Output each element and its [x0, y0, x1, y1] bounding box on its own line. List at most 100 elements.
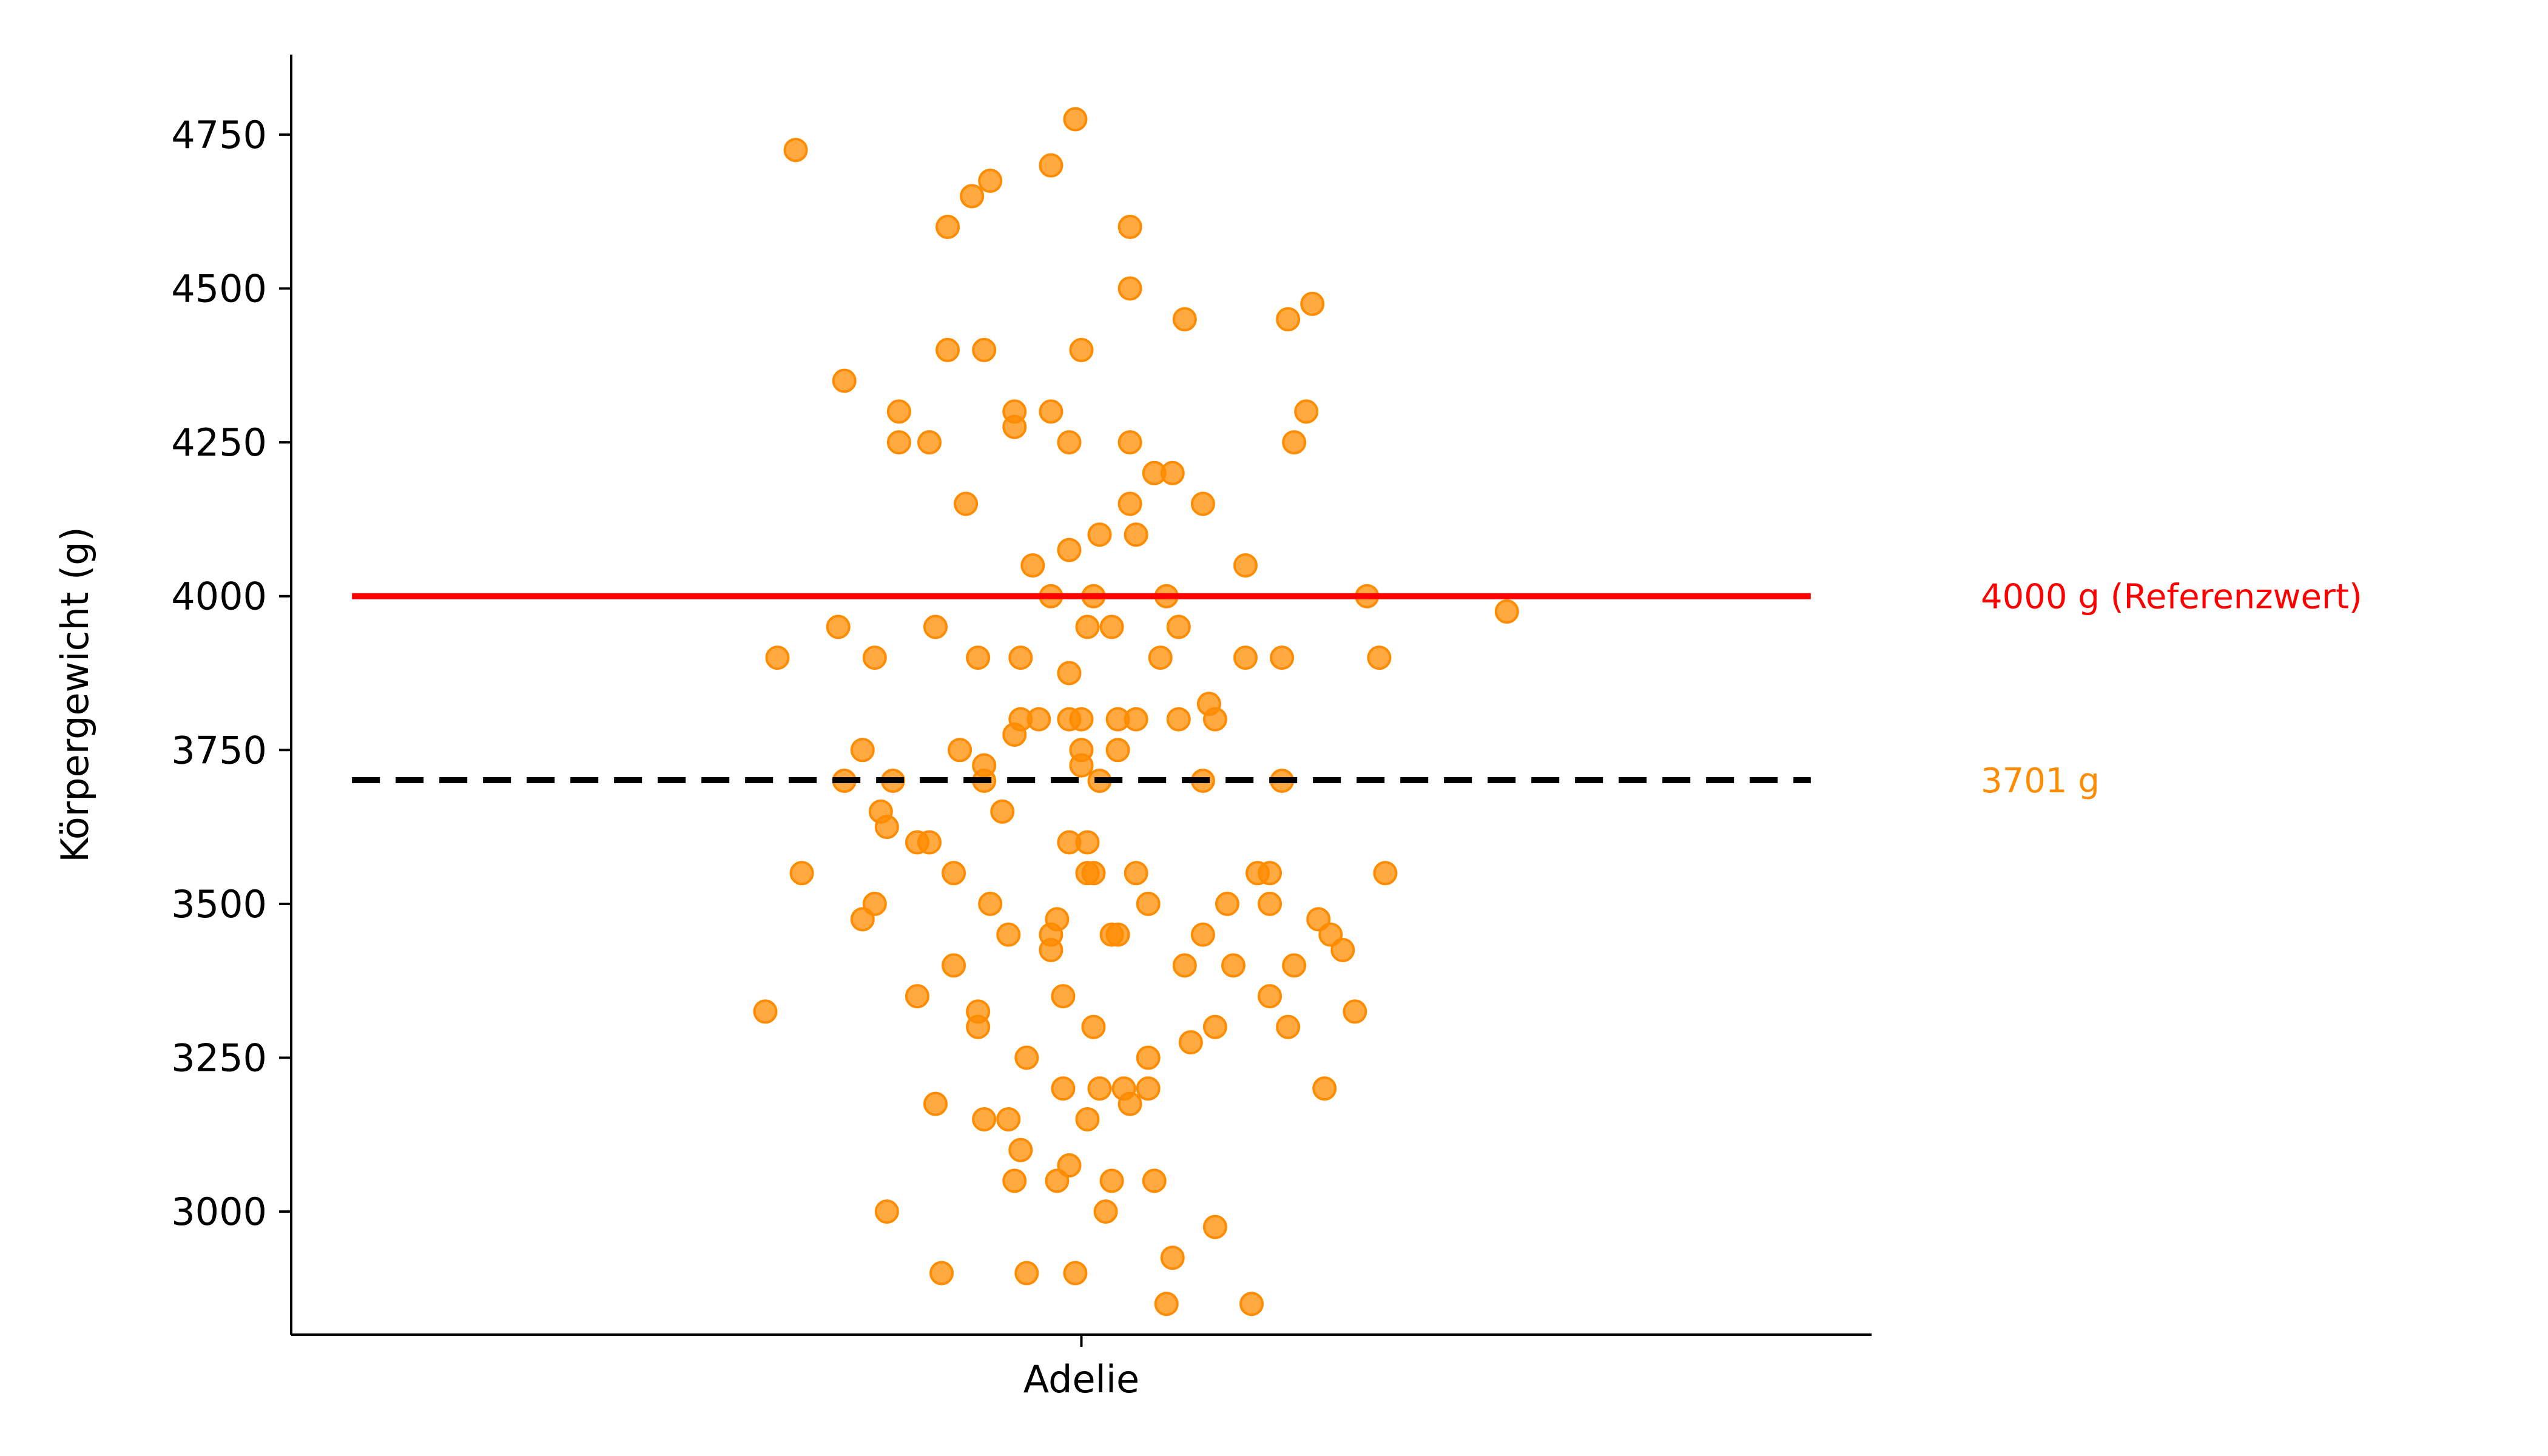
- data-point: [996, 922, 1021, 947]
- data-point: [874, 1199, 899, 1224]
- mean-line-label: 3701 g: [1981, 761, 2100, 801]
- data-point: [1148, 645, 1173, 670]
- data-point: [1081, 861, 1106, 886]
- data-point: [1075, 615, 1100, 639]
- reference-line-label: 4000 g (Referenzwert): [1981, 578, 2362, 617]
- y-tick-label: 3250: [171, 1036, 267, 1080]
- data-point: [1057, 661, 1082, 686]
- data-point: [1002, 414, 1027, 439]
- data-point: [1330, 937, 1355, 962]
- data-point: [1117, 215, 1142, 240]
- data-point: [1190, 491, 1215, 516]
- y-axis-label: Körpergewicht (g): [53, 527, 97, 862]
- data-point: [1154, 1292, 1179, 1316]
- data-point: [1233, 553, 1258, 578]
- data-point: [1258, 984, 1282, 1009]
- data-point: [1057, 538, 1082, 562]
- data-point: [1124, 522, 1148, 547]
- y-tick-label: 3750: [171, 728, 267, 772]
- data-point: [1051, 1076, 1076, 1101]
- data-point: [996, 1107, 1021, 1131]
- data-point: [972, 1107, 997, 1131]
- data-point: [1282, 430, 1307, 455]
- data-point: [886, 399, 911, 424]
- data-point: [1093, 1199, 1118, 1224]
- data-point: [1117, 491, 1142, 516]
- data-point: [1343, 999, 1367, 1024]
- data-point: [1002, 1168, 1027, 1193]
- data-point: [1282, 953, 1307, 978]
- data-point: [1494, 599, 1519, 624]
- data-point: [1215, 891, 1239, 916]
- data-point: [1160, 460, 1185, 485]
- reference-lines: [352, 593, 1811, 784]
- data-point: [1172, 953, 1197, 978]
- data-point: [935, 337, 960, 362]
- data-point: [923, 615, 948, 639]
- y-tick-label: 3000: [171, 1190, 267, 1234]
- data-point: [1258, 861, 1282, 886]
- data-point: [942, 953, 966, 978]
- data-point: [942, 861, 966, 886]
- data-point: [1051, 984, 1076, 1009]
- data-point: [1069, 707, 1094, 732]
- data-point: [1008, 645, 1033, 670]
- data-point: [1057, 430, 1082, 455]
- data-point: [905, 984, 929, 1009]
- data-point: [917, 430, 942, 455]
- data-point: [1276, 307, 1301, 332]
- data-point: [972, 337, 997, 362]
- data-point: [966, 645, 991, 670]
- data-point: [850, 738, 875, 763]
- data-point: [826, 615, 851, 639]
- data-point: [1063, 1261, 1088, 1286]
- data-point: [1075, 830, 1100, 855]
- y-tick-label: 4750: [171, 113, 267, 157]
- data-point: [1014, 1045, 1039, 1070]
- data-point: [1124, 861, 1148, 886]
- data-point: [862, 891, 887, 916]
- data-point: [1270, 645, 1295, 670]
- data-point: [1373, 861, 1398, 886]
- data-point: [978, 168, 1003, 193]
- data-point: [929, 1261, 954, 1286]
- data-point: [1136, 891, 1161, 916]
- data-point: [1221, 953, 1245, 978]
- data-point: [990, 799, 1015, 824]
- data-point: [1075, 1107, 1100, 1131]
- data-point: [1069, 738, 1094, 763]
- data-point: [1136, 1076, 1161, 1101]
- data-point: [1294, 399, 1319, 424]
- data-point: [1057, 1153, 1082, 1178]
- data-point: [1367, 645, 1392, 670]
- data-point: [954, 491, 979, 516]
- x-tick-label: Adelie: [1023, 1357, 1139, 1401]
- data-point: [1087, 522, 1112, 547]
- y-tick-label: 4000: [171, 575, 267, 619]
- data-point: [1026, 707, 1051, 732]
- data-point: [1117, 276, 1142, 301]
- data-point: [1239, 1292, 1264, 1316]
- data-point: [1202, 707, 1227, 732]
- data-point: [935, 215, 960, 240]
- data-point: [1142, 1168, 1167, 1193]
- data-point: [753, 999, 778, 1024]
- data-point: [1008, 1138, 1033, 1162]
- data-point: [1105, 738, 1130, 763]
- data-point: [1202, 1014, 1227, 1039]
- data-point: [1300, 291, 1325, 316]
- y-tick-label: 4500: [171, 266, 267, 311]
- data-point: [948, 738, 972, 763]
- axes: [290, 55, 1872, 1336]
- data-point: [1166, 615, 1191, 639]
- data-point: [1160, 1245, 1185, 1270]
- data-point: [1172, 307, 1197, 332]
- y-ticks: 3000 3250 3500 3750 4000 4250 4500 4750: [171, 113, 291, 1234]
- data-point: [874, 815, 899, 840]
- data-point: [1039, 153, 1063, 178]
- data-point: [862, 645, 887, 670]
- data-point: [1258, 891, 1282, 916]
- data-point: [1087, 1076, 1112, 1101]
- data-point: [1117, 430, 1142, 455]
- data-point: [1039, 937, 1063, 962]
